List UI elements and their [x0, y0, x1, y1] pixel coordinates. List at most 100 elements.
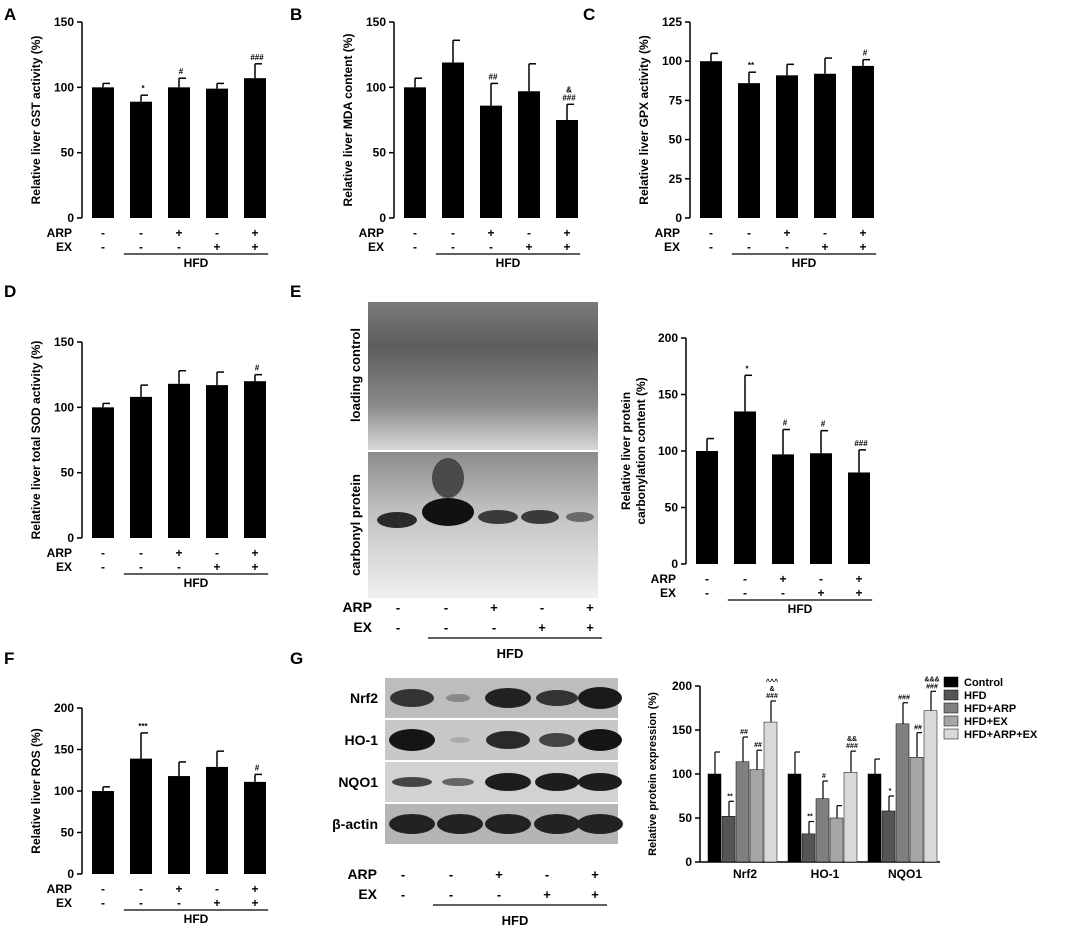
- significance-mark-line: ^^^: [766, 678, 778, 686]
- panel-letter-c: C: [583, 5, 595, 24]
- blot-band: [392, 777, 432, 787]
- treatment-sign: +: [175, 882, 182, 896]
- hfd-group-label: HFD: [184, 256, 209, 270]
- significance-mark: #: [821, 420, 826, 429]
- hfd-group-label: HFD: [792, 256, 817, 270]
- panel-letter-d: D: [4, 282, 16, 301]
- significance-mark-line: **: [727, 793, 733, 800]
- significance-mark-line: &: [566, 85, 572, 94]
- hfd-group-label: HFD: [184, 576, 209, 590]
- y-axis-label-line: Relative liver GST activity (%): [29, 36, 43, 205]
- significance-mark: ##: [489, 72, 498, 81]
- blot-band: [536, 690, 578, 706]
- treatment-sign: -: [215, 546, 219, 560]
- treatment-sign: -: [451, 226, 455, 240]
- bar: [480, 105, 502, 218]
- treatment-sign: +: [855, 572, 862, 586]
- y-tick-label: 100: [54, 784, 74, 798]
- treatment-sign: +: [213, 240, 220, 254]
- bar: [787, 773, 802, 863]
- treatment-sign: -: [747, 226, 751, 240]
- treatment-row-label: ARP: [359, 226, 384, 240]
- y-axis-label-line: Relative liver protein: [619, 392, 633, 510]
- y-axis-label-line: Relative liver ROS (%): [29, 728, 43, 853]
- treatment-row-label: EX: [56, 560, 72, 574]
- treatment-sign: -: [101, 896, 105, 910]
- y-tick-label: 50: [669, 133, 683, 147]
- blot-treatment-sign: -: [396, 600, 400, 615]
- treatment-sign: +: [821, 240, 828, 254]
- significance-mark-line: **: [748, 61, 755, 70]
- treatment-sign: -: [101, 882, 105, 896]
- treatment-sign: +: [855, 586, 862, 600]
- y-tick-label: 150: [54, 335, 74, 349]
- blot-treatment-sign: +: [538, 620, 546, 635]
- bar: [843, 771, 858, 863]
- bar: [92, 407, 114, 538]
- treatment-sign: +: [779, 572, 786, 586]
- y-tick-label: 100: [54, 400, 74, 414]
- bar: [738, 83, 760, 218]
- treatment-sign: -: [177, 896, 181, 910]
- treatment-sign: +: [213, 896, 220, 910]
- significance-mark-line: ##: [914, 725, 922, 732]
- blot-treatment-sign: -: [396, 620, 400, 635]
- y-tick-label: 100: [662, 54, 682, 68]
- legend-swatch: [943, 689, 959, 701]
- bar: [848, 472, 870, 564]
- significance-mark: ###: [854, 439, 868, 448]
- treatment-row-label: EX: [660, 586, 676, 600]
- treatment-sign: +: [817, 586, 824, 600]
- legend-label: HFD+EX: [964, 716, 1008, 728]
- blot-treatment-sign: -: [545, 867, 549, 882]
- treatment-sign: -: [743, 586, 747, 600]
- significance-mark: **: [748, 61, 755, 70]
- significance-mark: *: [889, 788, 892, 795]
- treatment-sign: -: [101, 560, 105, 574]
- x-tick-label: NQO1: [888, 867, 922, 881]
- significance-mark: #: [255, 364, 260, 373]
- treatment-sign: +: [251, 896, 258, 910]
- bar: [206, 766, 228, 874]
- chart-d: 0 50 100 150 Relative liver total SOD activi…: [29, 335, 269, 590]
- treatment-sign: -: [139, 546, 143, 560]
- blot-band: [578, 729, 622, 751]
- bar: [518, 91, 540, 218]
- significance-mark: **: [807, 814, 813, 821]
- blot-treatment-sign: +: [543, 887, 551, 902]
- treatment-sign: -: [177, 240, 181, 254]
- bar: [206, 88, 228, 218]
- bar: [801, 833, 816, 863]
- blot-band: [446, 694, 470, 702]
- blot-band: [535, 773, 579, 791]
- bar: [244, 78, 266, 218]
- treatment-sign: -: [705, 586, 709, 600]
- treatment-sign: -: [177, 560, 181, 574]
- treatment-sign: +: [783, 226, 790, 240]
- y-tick-label: 150: [54, 743, 74, 757]
- chart-e: 0 50 100 150 200 Relative liver proteincarbon…: [619, 331, 873, 616]
- blot-treatment-sign: -: [449, 887, 453, 902]
- treatment-sign: -: [489, 240, 493, 254]
- significance-mark-line: *: [141, 84, 145, 93]
- blot-treatment-row-label: EX: [353, 619, 372, 635]
- significance-mark-line: &&&: [924, 676, 939, 683]
- significance-mark-line: ###: [766, 693, 778, 700]
- significance-mark-line: #: [179, 67, 184, 76]
- bar: [763, 721, 778, 863]
- significance-mark-line: ##: [754, 742, 762, 749]
- y-axis-label-line: Relative liver total SOD activity (%): [29, 341, 43, 540]
- treatment-sign: -: [101, 546, 105, 560]
- blot-treatment-row-label: EX: [358, 886, 377, 902]
- blot-e: loading control carbonyl protein: [348, 302, 598, 598]
- significance-mark-line: #: [822, 773, 826, 780]
- carbonyl-band: [478, 510, 518, 524]
- blot-treatment-sign: -: [444, 620, 448, 635]
- y-tick-label: 150: [672, 723, 692, 737]
- treatment-sign: +: [175, 226, 182, 240]
- carbonyl-band: [566, 512, 594, 522]
- y-axis-label-line: Relative liver GPX activity (%): [637, 35, 651, 204]
- blot-band: [437, 814, 483, 834]
- bar: [735, 761, 750, 863]
- bar: [696, 451, 718, 564]
